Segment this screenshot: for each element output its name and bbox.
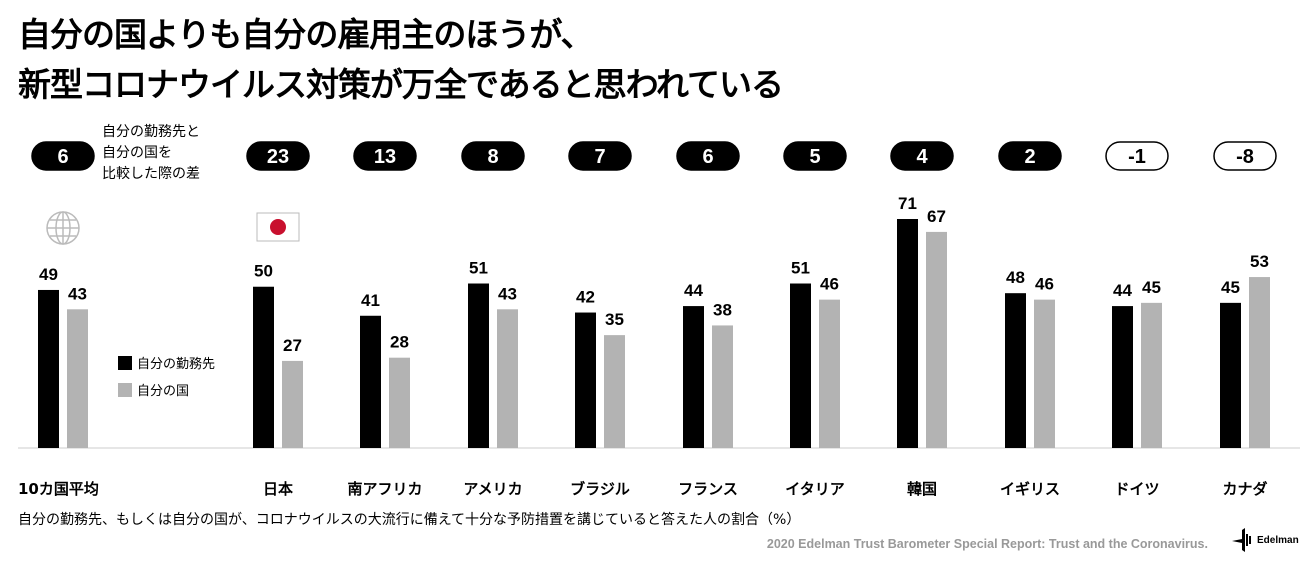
data-label: 35 <box>605 310 624 329</box>
edelman-logo-icon <box>1232 528 1251 552</box>
difference-value: 13 <box>374 146 396 168</box>
edelman-logo: Edelman <box>1232 528 1299 552</box>
category-label: イギリス <box>1000 480 1060 498</box>
data-label: 44 <box>684 281 703 300</box>
data-label: 42 <box>576 288 595 307</box>
difference-note: 自分の勤務先と 自分の国を 比較した際の差 <box>102 122 200 185</box>
bar-country <box>604 335 625 448</box>
logo-text: Edelman <box>1257 534 1299 546</box>
difference-value: -1 <box>1128 146 1146 168</box>
legend-swatch <box>118 355 132 370</box>
data-label: 41 <box>361 291 380 310</box>
legend-country: 自分の国 <box>118 380 189 399</box>
data-label: 43 <box>498 284 517 303</box>
bar-country <box>1034 299 1055 448</box>
bar-employer <box>897 219 918 448</box>
difference-pill <box>890 141 954 171</box>
legend-label: 自分の勤務先 <box>137 357 216 372</box>
difference-value: 8 <box>487 146 498 168</box>
category-label: カナダ <box>1222 480 1267 498</box>
data-label: 51 <box>469 259 488 278</box>
legend-label: 自分の国 <box>137 384 190 399</box>
bar-country <box>497 309 518 448</box>
data-label: 67 <box>927 207 946 226</box>
difference-pill <box>31 141 95 171</box>
bar-employer <box>360 315 381 448</box>
title-line-2: 新型コロナウイルス対策が万全であると思われている <box>18 65 784 104</box>
japan-flag-circle <box>270 219 286 235</box>
category-label: イタリア <box>785 480 844 498</box>
data-label: 48 <box>1006 268 1025 287</box>
bar-country <box>1249 277 1270 448</box>
category-label: フランス <box>678 480 738 498</box>
data-label: 46 <box>820 275 839 294</box>
difference-pill <box>568 141 632 171</box>
data-label: 46 <box>1035 275 1054 294</box>
bar-employer <box>1112 306 1133 448</box>
difference-pill <box>676 141 740 171</box>
category-label: ブラジル <box>570 480 630 498</box>
difference-value: -8 <box>1236 146 1254 168</box>
bar-country <box>819 299 840 448</box>
bar-employer <box>1220 302 1241 448</box>
difference-pill <box>1213 141 1277 171</box>
legend-employer: 自分の勤務先 <box>118 353 215 372</box>
difference-pill <box>1105 141 1169 171</box>
difference-value: 6 <box>702 146 713 168</box>
data-label: 51 <box>791 259 810 278</box>
difference-pill <box>783 141 847 171</box>
bar-employer <box>1005 293 1026 448</box>
category-label: アメリカ <box>463 480 522 498</box>
bar-country <box>712 325 733 448</box>
title-line-1: 自分の国よりも自分の雇用主のほうが、 <box>18 15 594 54</box>
bar-employer <box>38 289 59 448</box>
bar-employer <box>683 306 704 448</box>
difference-value: 6 <box>57 146 68 168</box>
category-label: 南アフリカ <box>347 480 422 498</box>
difference-pill <box>461 141 525 171</box>
note-line: 自分の国を <box>102 145 172 161</box>
bar-country <box>282 360 303 448</box>
note-line: 自分の勤務先と <box>102 124 200 140</box>
data-label: 45 <box>1221 278 1240 297</box>
difference-value: 2 <box>1024 146 1035 168</box>
category-label: 韓国 <box>907 480 937 498</box>
bar-employer <box>790 283 811 448</box>
difference-pill <box>246 141 310 171</box>
legend-swatch <box>118 382 132 397</box>
difference-value: 7 <box>594 146 605 168</box>
data-label: 45 <box>1142 278 1161 297</box>
data-label: 43 <box>68 284 87 303</box>
difference-value: 4 <box>916 146 928 168</box>
difference-pill <box>998 141 1062 171</box>
data-label: 38 <box>713 300 732 319</box>
difference-value: 23 <box>267 146 289 168</box>
data-label: 71 <box>898 194 917 213</box>
footnote: 自分の勤務先、もしくは自分の国が、コロナウイルスの大流行に備えて十分な予防措置を… <box>18 512 801 528</box>
data-label: 27 <box>283 336 302 355</box>
bar-country <box>67 309 88 448</box>
category-label: ドイツ <box>1114 480 1159 498</box>
note-line: 比較した際の差 <box>102 166 200 182</box>
difference-pill <box>353 141 417 171</box>
data-label: 28 <box>390 333 409 352</box>
bar-employer <box>253 286 274 448</box>
category-label: 10カ国平均 <box>18 480 99 498</box>
source-text: 2020 Edelman Trust Barometer Special Rep… <box>766 537 1208 551</box>
data-label: 49 <box>39 265 58 284</box>
bar-employer <box>575 312 596 448</box>
globe-icon <box>46 211 80 245</box>
category-label: 日本 <box>263 480 293 498</box>
page-title: 自分の国よりも自分の雇用主のほうが、 新型コロナウイルス対策が万全であると思われ… <box>18 10 784 110</box>
bar-employer <box>468 283 489 448</box>
bar-country <box>389 357 410 448</box>
data-label: 44 <box>1113 281 1132 300</box>
bar-country <box>926 231 947 448</box>
difference-value: 5 <box>809 146 820 168</box>
bar-country <box>1141 302 1162 448</box>
data-label: 50 <box>254 262 273 281</box>
data-label: 53 <box>1250 252 1269 271</box>
